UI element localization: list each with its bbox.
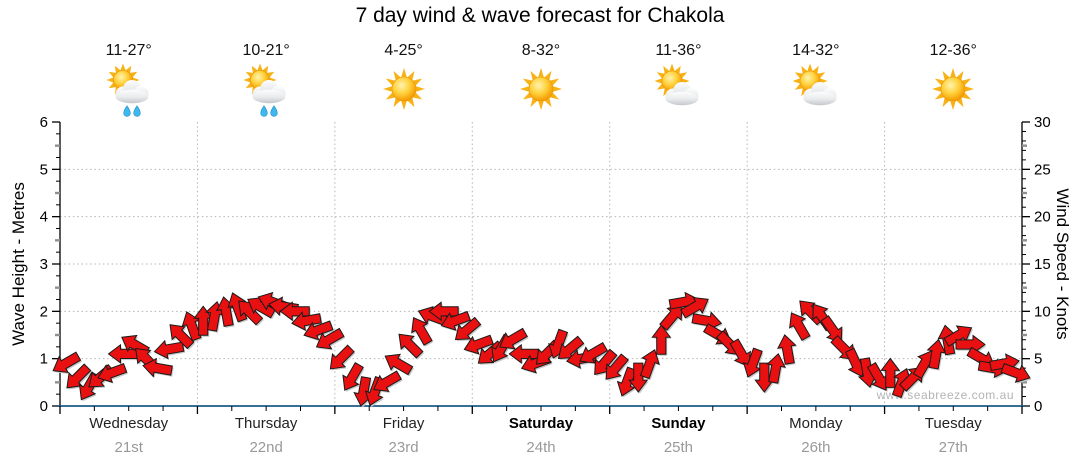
wind-arrow xyxy=(454,316,482,341)
day-name-label: Thursday xyxy=(234,415,298,432)
cloud-icon xyxy=(115,80,149,104)
left-tick-label: 0 xyxy=(40,398,48,415)
wind-arrow xyxy=(398,333,424,359)
wind-arrow xyxy=(499,327,528,350)
day-name-label: Monday xyxy=(789,415,843,432)
day-date-label: 21st xyxy=(114,439,143,456)
wind-arrow xyxy=(303,320,334,341)
wind-arrow-series xyxy=(52,291,1032,408)
wind-arrow xyxy=(880,357,901,388)
wind-arrow xyxy=(579,341,609,364)
sunny-weather-icon xyxy=(520,68,562,110)
right-tick-label: 15 xyxy=(1034,256,1051,273)
sun-rain-weather-icon xyxy=(106,63,149,117)
raindrop-icon xyxy=(260,105,268,117)
wind-arrow xyxy=(926,338,947,370)
day-temperature-range: 14-32° xyxy=(792,42,840,59)
wind-arrow xyxy=(820,315,843,343)
left-tick-label: 2 xyxy=(40,303,48,320)
day-date-label: 27th xyxy=(938,439,968,456)
partly-cloudy-weather-icon xyxy=(654,63,699,106)
wind-arrow xyxy=(651,324,672,355)
day-name-label: Sunday xyxy=(651,415,706,432)
sun-icon xyxy=(932,68,975,110)
wind-arrow xyxy=(463,334,494,355)
wind-arrow xyxy=(97,362,128,383)
right-tick-label: 0 xyxy=(1034,398,1042,415)
day-date-label: 26th xyxy=(801,439,831,456)
wind-arrow xyxy=(373,370,402,392)
bottom-axis xyxy=(57,405,1025,414)
wind-arrow xyxy=(169,324,195,350)
wind-arrow xyxy=(291,311,322,331)
wind-arrow xyxy=(1000,362,1031,383)
wind-arrow xyxy=(729,338,752,368)
sun-icon xyxy=(520,68,562,110)
day-name-label: Saturday xyxy=(508,415,574,432)
right-tick-label: 10 xyxy=(1034,303,1051,320)
day-date-label: 25th xyxy=(663,439,694,456)
right-tick-label: 20 xyxy=(1034,209,1051,226)
day-temperature-range: 4-25° xyxy=(384,42,423,59)
left-axis: 0 1 2 3 4 5 6 xyxy=(40,114,61,415)
wind-arrow xyxy=(329,344,355,370)
left-tick-label: 1 xyxy=(40,351,48,368)
day-temperature-range: 8-32° xyxy=(521,42,561,59)
wind-arrow xyxy=(616,366,637,397)
day-name-label: Tuesday xyxy=(924,415,982,432)
right-tick-label: 30 xyxy=(1034,114,1051,131)
right-tick-label: 5 xyxy=(1034,351,1042,368)
wind-arrow xyxy=(680,296,709,319)
cloud-icon xyxy=(665,82,699,106)
day-date-label: 23rd xyxy=(388,439,419,456)
day-date-label: 24th xyxy=(526,439,556,456)
left-tick-label: 4 xyxy=(40,209,48,226)
day-date-label: 22nd xyxy=(249,439,283,456)
watermark: www.seabreeze.com.au xyxy=(876,388,1014,402)
day-temperature-range: 10-21° xyxy=(242,42,290,59)
wind-arrow xyxy=(639,348,660,380)
raindrop-icon xyxy=(123,105,131,117)
sun-rain-weather-icon xyxy=(243,63,286,117)
wind-arrow xyxy=(342,362,364,391)
sunny-weather-icon xyxy=(382,68,425,110)
wind-arrow xyxy=(384,353,414,376)
wind-arrow xyxy=(142,357,173,378)
left-tick-label: 3 xyxy=(40,256,48,273)
day-temperature-range: 12-36° xyxy=(929,42,977,59)
chart-title: 7 day wind & wave forecast for Chakola xyxy=(355,4,725,27)
wind-arrow xyxy=(659,304,683,331)
wind-arrow xyxy=(605,353,629,380)
day-name-label: Wednesday xyxy=(89,415,169,432)
partly-cloudy-weather-icon xyxy=(792,63,837,106)
left-tick-label: 5 xyxy=(40,161,48,178)
cloud-icon xyxy=(252,80,286,104)
raindrop-icon xyxy=(133,105,141,117)
wind-arrow xyxy=(315,327,345,350)
sunny-weather-icon xyxy=(932,68,975,110)
cloud-icon xyxy=(803,82,837,106)
wind-arrow xyxy=(789,312,811,342)
sun-icon xyxy=(382,68,425,110)
right-axis: 0 5 10 15 20 25 30 xyxy=(1021,114,1051,415)
right-tick-label: 25 xyxy=(1034,161,1051,178)
day-name-label: Friday xyxy=(382,415,425,432)
wind-arrow xyxy=(52,351,82,374)
day-temperature-range: 11-36° xyxy=(655,42,702,59)
wind-arrow xyxy=(440,310,471,331)
day-temperature-range: 11-27° xyxy=(105,42,152,59)
wind-arrow xyxy=(777,334,797,365)
wind-arrow xyxy=(766,352,786,384)
raindrop-icon xyxy=(270,105,278,117)
wind-arrow xyxy=(153,339,185,360)
left-tick-label: 6 xyxy=(40,114,48,131)
